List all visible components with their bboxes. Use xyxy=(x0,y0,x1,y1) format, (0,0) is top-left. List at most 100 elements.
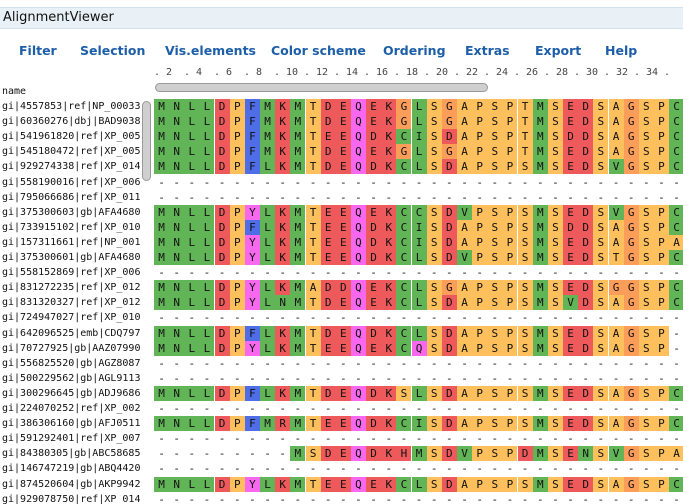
gap-cell: - xyxy=(547,401,563,416)
sequence-name[interactable]: gi|831272235|ref|XP_012 xyxy=(2,282,140,294)
sequence-name[interactable]: gi|146747219|gb|ABQ4420 xyxy=(2,463,140,475)
sequence-name[interactable]: gi|4557853|ref|NP_00033 xyxy=(2,101,140,112)
horizontal-scrollbar[interactable] xyxy=(154,82,683,92)
residue-cell: E xyxy=(335,476,351,492)
residue-cell: M xyxy=(532,446,548,462)
residue-cell: T xyxy=(517,99,533,114)
sequence-name[interactable]: gi|375300601|gb|AFA4680 xyxy=(2,252,140,263)
menu-vis-elements[interactable]: Vis.elements xyxy=(165,43,256,58)
residue-cell: P xyxy=(502,144,518,160)
gap-cell: - xyxy=(214,310,230,326)
menu-bar: Filter Selection Vis.elements Color scheme O… xyxy=(0,43,683,61)
gap-cell: - xyxy=(487,461,503,477)
sequence-name[interactable]: gi|929078750|ref|XP_014 xyxy=(2,493,140,504)
residue-cell: K xyxy=(381,144,397,160)
sequence-name[interactable]: gi|724947027|ref|XP_010 xyxy=(2,312,140,324)
gap-cell: - xyxy=(381,355,397,371)
sequence-name[interactable]: gi|591292401|ref|XP_007 xyxy=(2,433,140,445)
residue-cell: S xyxy=(547,385,563,401)
sequence-name[interactable]: gi|375300603|gb|AFA4680 xyxy=(2,206,140,218)
sequence-name[interactable]: gi|795066686|ref|XP_011 xyxy=(2,191,140,203)
residue-cell: P xyxy=(653,144,669,160)
sequence-name[interactable]: gi|558190016|ref|XP_006 xyxy=(2,176,140,188)
gap-cell: - xyxy=(214,370,230,386)
residue-cell: Q xyxy=(350,114,366,130)
residue-cell: K xyxy=(275,114,291,130)
residue-cell: S xyxy=(638,204,654,220)
residue-cell: M xyxy=(260,114,276,130)
gap-cell: - xyxy=(517,491,533,504)
residue-cell: E xyxy=(366,144,382,160)
sequence-name[interactable]: gi|500229562|gb|AGL9113 xyxy=(2,372,140,384)
residue-cell: Q xyxy=(350,219,366,235)
residue-cell: S xyxy=(638,295,654,311)
sequence-name[interactable]: gi|733915102|ref|XP_010 xyxy=(2,221,140,233)
sequence-name[interactable]: gi|84380305|gb|ABC58685 xyxy=(2,448,140,460)
residue-cell: D xyxy=(441,476,457,492)
gap-cell: - xyxy=(396,370,412,386)
sequence-name[interactable]: gi|831320327|ref|XP_012 xyxy=(2,297,140,309)
gap-cell: - xyxy=(229,370,245,386)
gap-cell: - xyxy=(623,310,639,326)
residue-cell: G xyxy=(623,129,639,145)
gap-cell: - xyxy=(608,174,624,190)
sequence-name[interactable]: gi|642096525|emb|CDQ797 xyxy=(2,327,140,339)
residue-cell: S xyxy=(517,416,533,432)
residue-cell: A xyxy=(457,385,472,401)
residue-cell: L xyxy=(199,204,215,220)
horizontal-scrollbar-thumb[interactable] xyxy=(155,83,488,92)
sequence-name[interactable]: gi|60360276|dbj|BAD9038 xyxy=(2,116,140,128)
sequence-name[interactable]: gi|386306160|gb|AFJ0511 xyxy=(2,418,140,430)
menu-filter[interactable]: Filter xyxy=(19,43,57,58)
gap-cell: - xyxy=(320,401,336,416)
residue-cell: S xyxy=(638,385,654,401)
gap-cell: - xyxy=(350,401,366,416)
sequence-name[interactable]: gi|874520604|gb|AKP9942 xyxy=(2,478,140,490)
residue-cell: M xyxy=(290,476,306,492)
residue-cell: D xyxy=(366,325,382,341)
gap-cell: - xyxy=(335,265,351,281)
residue-cell: K xyxy=(381,416,397,432)
gap-cell: - xyxy=(169,370,185,386)
gap-cell: - xyxy=(275,189,291,205)
sequence-name[interactable]: gi|541961820|ref|XP_005 xyxy=(2,131,140,143)
gap-cell: - xyxy=(366,491,382,504)
vertical-scrollbar-thumb[interactable] xyxy=(142,101,151,181)
residue-cell: L xyxy=(411,325,427,341)
gap-cell: - xyxy=(593,431,609,447)
sequence-name[interactable]: gi|556825520|gb|AGZ8087 xyxy=(2,357,140,369)
sequence-name[interactable]: gi|157311661|ref|NP_001 xyxy=(2,236,140,248)
sequence-name[interactable]: gi|558152869|ref|XP_006 xyxy=(2,267,140,279)
residue-cell: S xyxy=(593,159,609,175)
sequence-name[interactable]: gi|224070252|ref|XP_002 xyxy=(2,403,140,414)
residue-cell: Q xyxy=(350,340,366,356)
vertical-scrollbar[interactable] xyxy=(141,98,151,504)
residue-cell: K xyxy=(275,144,291,160)
residue-cell: M xyxy=(290,219,306,235)
residue-cell: T xyxy=(305,219,321,235)
residue-cell: K xyxy=(381,99,397,114)
sequence-row: ----------------------------------- xyxy=(154,265,683,281)
menu-extras[interactable]: Extras xyxy=(465,43,510,58)
residue-cell: F xyxy=(244,99,260,114)
sequence-name[interactable]: gi|929274338|ref|XP_014 xyxy=(2,161,140,173)
menu-export[interactable]: Export xyxy=(535,43,582,58)
gap-cell: - xyxy=(350,491,366,504)
residue-cell: G xyxy=(623,99,639,114)
gap-cell: - xyxy=(169,491,185,504)
menu-selection[interactable]: Selection xyxy=(80,43,146,58)
residue-cell: M xyxy=(290,234,306,250)
gap-cell: - xyxy=(335,355,351,371)
menu-color-scheme[interactable]: Color scheme xyxy=(271,43,366,58)
residue-cell: S xyxy=(547,219,563,235)
sequence-name[interactable]: gi|545180472|ref|XP_005 xyxy=(2,146,140,158)
sequence-name[interactable]: gi|70727925|gb|AAZ07990 xyxy=(2,342,140,354)
residue-cell: I xyxy=(411,416,427,432)
menu-ordering[interactable]: Ordering xyxy=(383,43,446,58)
residue-cell: E xyxy=(563,340,579,356)
menu-help[interactable]: Help xyxy=(605,43,638,58)
residue-cell: S xyxy=(396,385,412,401)
sequence-name[interactable]: gi|300296645|gb|ADJ9686 xyxy=(2,387,140,399)
residue-cell: K xyxy=(275,204,291,220)
